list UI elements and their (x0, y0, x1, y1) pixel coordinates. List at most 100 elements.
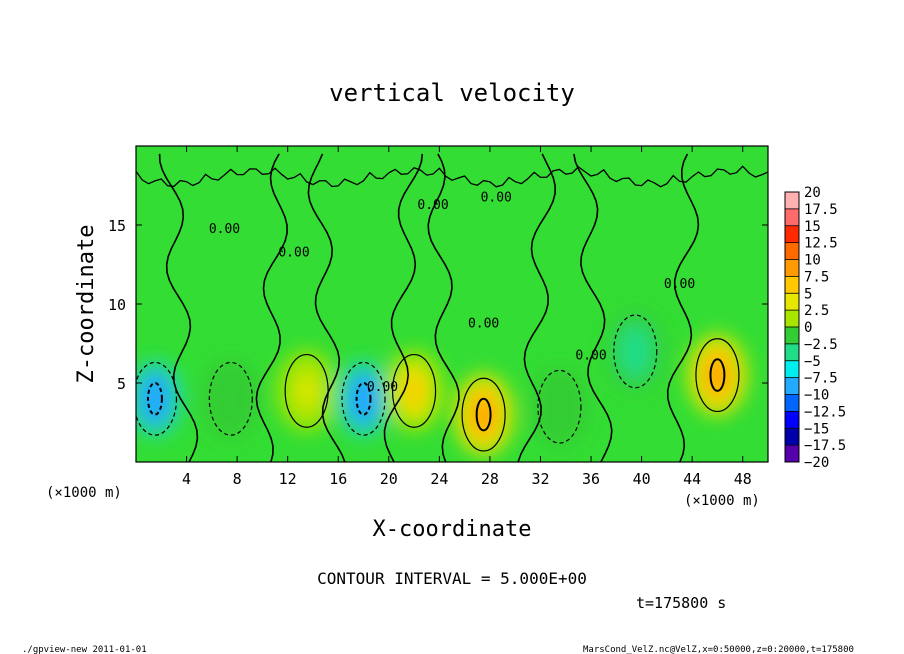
x-tick-label: 16 (329, 470, 347, 488)
colorbar-label: 5 (804, 286, 812, 302)
field-blob-core (146, 381, 164, 417)
colorbar-swatch (785, 327, 799, 344)
zero-contour (307, 153, 346, 462)
colorbar-label: 10 (804, 253, 821, 269)
colorbar-label: −7.5 (804, 371, 838, 387)
colorbar-label: −12.5 (804, 404, 846, 420)
colorbar-swatch (785, 411, 799, 429)
contour-lines (136, 153, 768, 462)
colorbar-swatch (785, 208, 799, 226)
contour-label: 0.00 (664, 277, 695, 292)
field-blob-core (354, 381, 373, 417)
y-axis-ticks: 5 10 15 (108, 217, 768, 393)
zero-contour (666, 153, 700, 462)
contour-label: 0.00 (575, 348, 606, 363)
zero-contour (255, 153, 288, 462)
x-axis-unit: (×1000 m) (684, 493, 760, 509)
colorbar-swatch (785, 293, 799, 311)
x-axis-ticks: 4 8 12 16 20 24 28 32 36 40 44 48 (182, 146, 752, 488)
colorbar: 2017.51512.5107.552.50−2.5−5−7.5−10−12.5… (784, 185, 846, 471)
colorbar-swatch (785, 310, 799, 327)
colorbar-swatch (785, 445, 799, 462)
colorbar-label: −10 (804, 388, 829, 404)
colorbar-swatch (785, 394, 799, 412)
zero-contour (383, 153, 424, 462)
field-blob-core (221, 381, 240, 417)
colorbar-swatch (785, 377, 799, 395)
field-blob-core (297, 373, 316, 409)
contour-line-inner (355, 382, 372, 416)
field-blob-core (626, 334, 645, 369)
x-tick-label: 32 (531, 470, 549, 488)
x-tick-label: 12 (279, 470, 297, 488)
colorbar-swatch (785, 242, 799, 260)
colorbar-label: −15 (804, 421, 829, 437)
upper-contour (136, 165, 768, 188)
colorbar-label: 0 (804, 320, 812, 336)
footer-right: MarsCond_VelZ.nc@VelZ,x=0:50000,z=0:2000… (583, 645, 854, 654)
x-tick-label: 24 (430, 470, 448, 488)
contour-line-inner (475, 397, 492, 432)
contour-line (208, 361, 253, 436)
contour-line (136, 361, 178, 436)
x-axis-label: X-coordinate (373, 517, 532, 542)
x-tick-label: 8 (233, 470, 242, 488)
contour-line (613, 314, 658, 389)
colorbar-swatch (785, 343, 799, 361)
chart-title: vertical velocity (329, 79, 575, 107)
y-axis-unit: (×1000 m) (46, 485, 122, 501)
zero-contour (573, 153, 613, 462)
y-tick-label: 10 (108, 296, 126, 314)
contour-line-inner (709, 358, 726, 392)
colorbar-label: 20 (804, 185, 821, 201)
y-tick-label: 15 (108, 217, 126, 235)
contour-label: 0.00 (468, 317, 499, 332)
colorbar-label: −20 (804, 455, 829, 471)
contour-label: 0.00 (278, 246, 309, 261)
x-tick-label: 20 (380, 470, 398, 488)
time-label: t=175800 s (636, 594, 726, 612)
y-axis-label: Z-coordinate (74, 225, 99, 384)
field-blob-core (708, 357, 727, 393)
x-tick-label: 40 (633, 470, 651, 488)
x-tick-label: 48 (734, 470, 752, 488)
contour-line (391, 353, 437, 428)
colorbar-label: −17.5 (804, 438, 846, 454)
contour-label: 0.00 (417, 198, 448, 213)
colorbar-label: −5 (804, 354, 821, 370)
x-tick-label: 4 (182, 470, 191, 488)
x-tick-label: 36 (582, 470, 600, 488)
footer-left: ./gpview-new 2011-01-01 (22, 645, 147, 654)
colorbar-label: 12.5 (804, 236, 838, 252)
x-tick-label: 28 (481, 470, 499, 488)
colorbar-swatch (785, 276, 799, 294)
field-blob-core (474, 397, 493, 432)
contour-line (695, 338, 740, 413)
field-blob-core (550, 389, 569, 425)
colorbar-swatch (785, 225, 799, 243)
contour-line (341, 361, 386, 436)
y-tick-label: 5 (117, 375, 126, 393)
zero-contour (427, 153, 460, 462)
plot-area: 0.00 0.00 0.00 0.00 0.00 0.00 0.00 0.00 (136, 146, 768, 462)
colorbar-label: 2.5 (804, 303, 829, 319)
contour-label: 0.00 (481, 190, 512, 205)
zero-contour (517, 153, 556, 462)
contour-label: 0.00 (209, 222, 240, 237)
colorbar-label: −2.5 (804, 337, 838, 353)
contour-label: 0.00 (367, 380, 398, 395)
field-blob-core (405, 373, 423, 409)
contour-line (537, 369, 582, 444)
contour-interval: CONTOUR INTERVAL = 5.000E+00 (317, 569, 587, 588)
x-tick-label: 44 (683, 470, 701, 488)
colorbar-label: 17.5 (804, 202, 838, 218)
colorbar-swatch (785, 360, 799, 378)
contour-labels: 0.00 0.00 0.00 0.00 0.00 0.00 0.00 0.00 (209, 190, 695, 395)
colorbar-swatch (785, 192, 799, 209)
zero-contour (158, 153, 199, 462)
colorbar-swatch (785, 259, 799, 277)
colorbar-label: 7.5 (804, 269, 829, 285)
velocity-field (136, 310, 748, 456)
colorbar-label: 15 (804, 219, 821, 235)
